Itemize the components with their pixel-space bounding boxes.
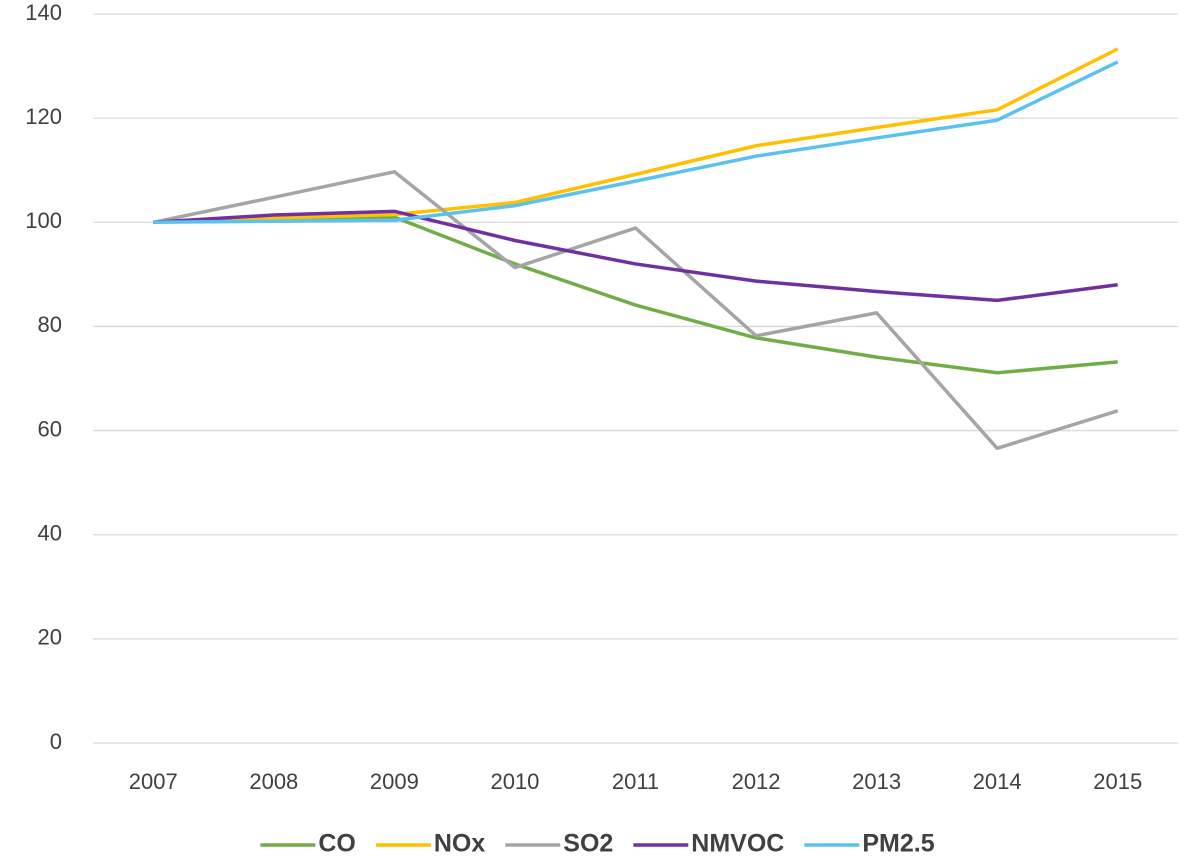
y-tick-label: 20 <box>38 625 62 650</box>
legend-label: NMVOC <box>691 830 784 858</box>
series-line <box>153 209 1118 303</box>
x-tick-label: 2013 <box>852 769 901 794</box>
x-tick-label: 2014 <box>973 769 1022 794</box>
x-tick-label: 2015 <box>1093 769 1142 794</box>
legend-label: PM2.5 <box>862 830 934 858</box>
x-tick-label: 2008 <box>249 769 298 794</box>
y-tick-label: 40 <box>38 521 62 546</box>
x-tick-label: 2010 <box>490 769 539 794</box>
legend-label: SO2 <box>563 830 613 858</box>
x-tick-label: 2011 <box>612 769 659 794</box>
series-line <box>152 170 1119 451</box>
series-line <box>153 215 1118 375</box>
series-line <box>153 47 1119 225</box>
series-line <box>153 60 1119 225</box>
x-tick-label: 2009 <box>370 769 419 794</box>
legend-label: CO <box>318 830 356 858</box>
y-tick-label: 100 <box>25 208 62 233</box>
x-tick-label: 2007 <box>129 769 178 794</box>
legend-label: NOx <box>434 830 486 858</box>
y-tick-label: 140 <box>25 0 62 25</box>
y-tick-label: 0 <box>50 729 62 754</box>
y-tick-label: 60 <box>38 416 62 441</box>
x-tick-label: 2012 <box>732 769 781 794</box>
y-tick-label: 120 <box>25 104 62 129</box>
y-tick-label: 80 <box>38 312 62 337</box>
